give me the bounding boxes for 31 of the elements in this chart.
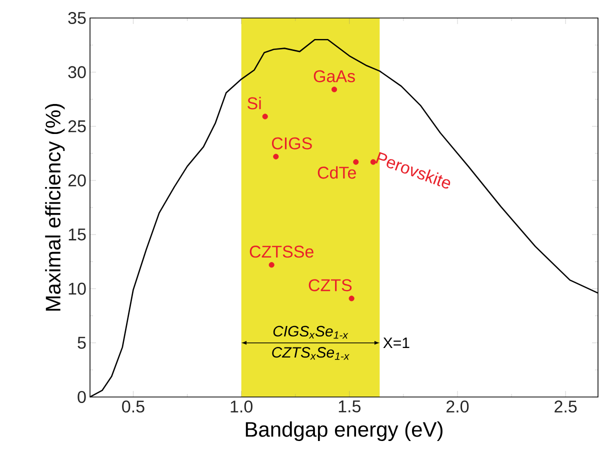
y-tick-label: 10 — [68, 282, 86, 295]
x-tick-label: 0.5 — [122, 400, 144, 413]
series-label: CZTSSe — [250, 246, 314, 258]
point — [262, 114, 268, 120]
annotation: CZTS$_{x}$Se$_{1-x}$ — [272, 347, 350, 360]
point — [370, 159, 376, 165]
y-tick-label: 35 — [68, 12, 86, 24]
x-axis-title: Bandgap energy (eV) — [246, 421, 442, 441]
x-tick-label: 2.5 — [554, 400, 577, 413]
series-label: Si — [248, 96, 261, 110]
x-tick-label: 1.0 — [230, 400, 252, 413]
series-label: CdTe — [318, 166, 356, 179]
y-tick-label: 0 — [78, 390, 86, 404]
annotation: X=1 — [383, 338, 410, 348]
point — [273, 154, 279, 160]
x-tick-label: 1.5 — [338, 400, 361, 412]
point — [268, 262, 274, 268]
point — [331, 86, 338, 92]
x-tick-label: 2.0 — [446, 400, 469, 413]
y-tick-label: 30 — [68, 66, 86, 78]
series-label: CIGS — [272, 137, 312, 150]
series-label: CZTS — [308, 279, 352, 292]
series-label: GaAs — [314, 70, 355, 82]
y-tick-label: 5 — [78, 336, 86, 349]
point — [353, 159, 359, 165]
y-tick-label: 15 — [68, 228, 86, 240]
y-tick-label: 20 — [68, 174, 86, 186]
y-axis-title: Maximal efficiency (%) — [45, 104, 65, 311]
y-tick-label: 25 — [68, 120, 86, 132]
annotation: CIGS$_{x}$Se$_{1-x}$ — [273, 326, 348, 339]
point — [348, 296, 354, 302]
